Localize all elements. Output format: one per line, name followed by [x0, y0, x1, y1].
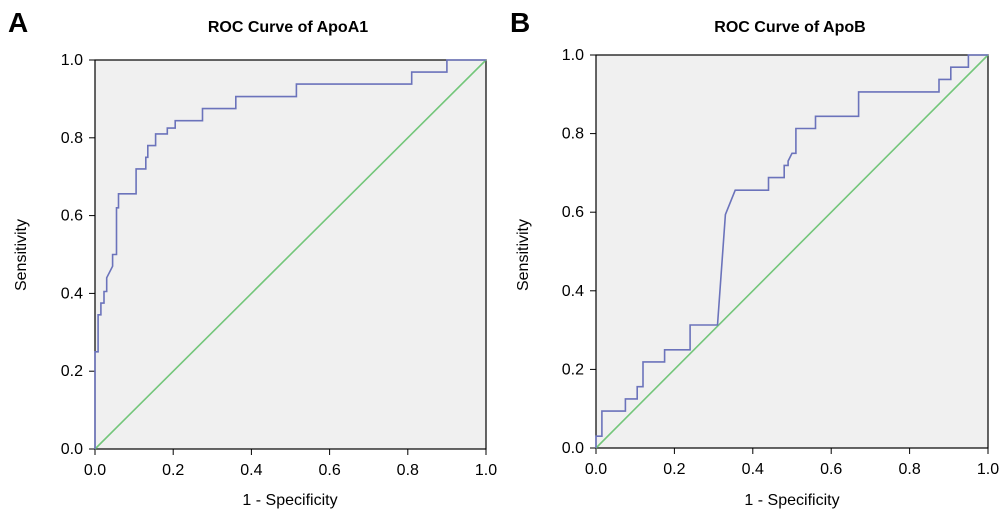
x-tick-label: 0.6 — [820, 461, 842, 478]
panel-a: A ROC Curve of ApoA1 0.00.20.40.60.81.0 … — [8, 7, 497, 509]
x-ticks-b: 0.0 0.2 0.4 0.6 0.8 1.0 — [585, 448, 999, 478]
y-tick-label: 1.0 — [61, 52, 83, 69]
panel-b: B ROC Curve of ApoB 0.0 0.2 0.4 0.6 0.8 1.0 0… — [510, 7, 999, 509]
y-tick-label: 0.2 — [562, 361, 584, 378]
x-axis-label-a: 1 - Specificity — [242, 492, 337, 509]
panel-letter-b: B — [510, 7, 530, 38]
y-axis-label-a: Sensitivity — [13, 219, 30, 291]
x-axis-label-b: 1 - Specificity — [744, 492, 839, 509]
y-tick-label: 0.6 — [61, 208, 83, 225]
x-tick-label: 0.8 — [898, 461, 920, 478]
x-tick-label: 0.8 — [397, 462, 419, 479]
x-tick-label: 0.0 — [585, 461, 607, 478]
x-tick-label: 0.0 — [84, 462, 106, 479]
x-tick-label: 0.2 — [663, 461, 685, 478]
x-tick-label: 0.2 — [162, 462, 184, 479]
x-tick-label: 1.0 — [977, 461, 999, 478]
reference-line-b — [595, 54, 989, 449]
x-tick-label: 0.4 — [742, 461, 764, 478]
chart-title-a: ROC Curve of ApoA1 — [208, 19, 368, 36]
chart-title-b: ROC Curve of ApoB — [714, 19, 865, 36]
y-tick-label: 0.4 — [562, 283, 584, 300]
y-tick-label: 0.0 — [562, 440, 584, 457]
x-ticks-a: 0.0 0.2 0.4 0.6 0.8 1.0 — [84, 449, 497, 479]
y-tick-label: 0.8 — [562, 126, 584, 143]
y-tick-label: 1.0 — [562, 47, 584, 64]
y-tick-label: 0.2 — [61, 363, 83, 380]
y-tick-label: 0.0 — [61, 441, 83, 458]
y-ticks-b: 0.0 0.2 0.4 0.6 0.8 1.0 — [562, 47, 596, 457]
reference-line-a — [94, 59, 487, 450]
x-tick-label: 0.4 — [240, 462, 262, 479]
y-ticks-a: 0.0 0.2 0.4 0.6 0.8 1.0 — [61, 52, 95, 458]
y-tick-label: 0.8 — [61, 130, 83, 147]
roc-curve-a — [94, 59, 486, 449]
x-tick-label: 0.6 — [318, 462, 340, 479]
y-axis-label-b: Sensitivity — [515, 219, 532, 291]
roc-curve-b — [595, 54, 988, 448]
panel-letter-a: A — [8, 7, 28, 38]
x-tick-label: 1.0 — [475, 462, 497, 479]
y-tick-label: 0.4 — [61, 285, 83, 302]
y-tick-label: 0.6 — [562, 204, 584, 221]
